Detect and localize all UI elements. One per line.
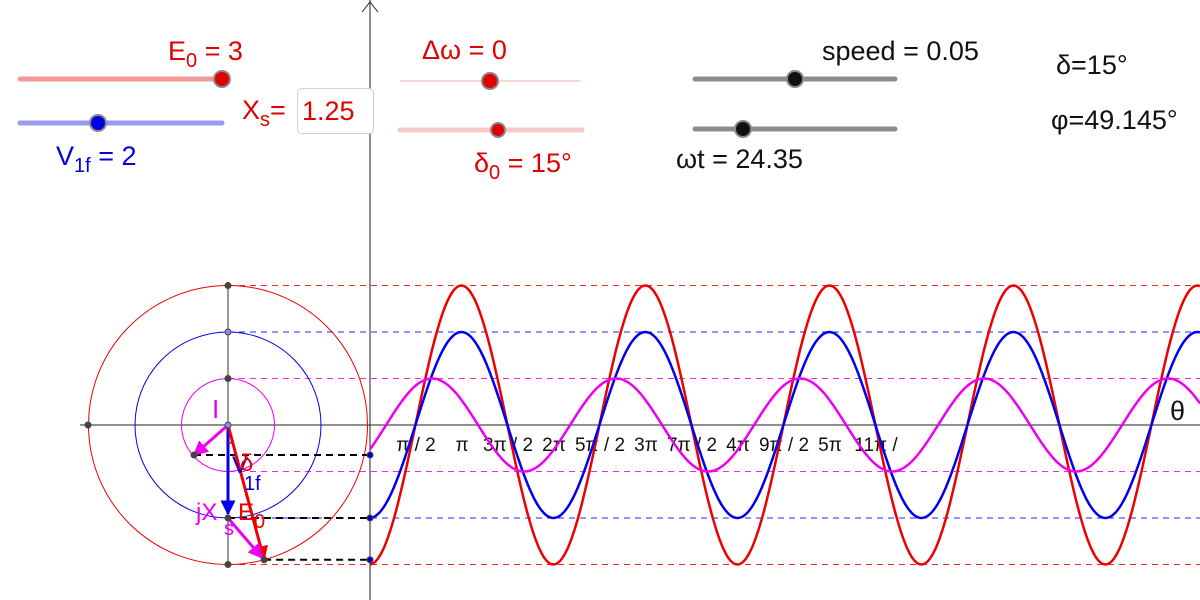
- xs-input[interactable]: [297, 88, 374, 134]
- jxs-label: jX: [195, 499, 217, 526]
- e0-phasor: [226, 424, 268, 562]
- point-i-tip: [190, 451, 198, 459]
- point-axis-v1f: [366, 514, 374, 522]
- e0-label: E: [238, 499, 254, 526]
- e0-slider[interactable]: [17, 70, 231, 88]
- delta-omega-slider-knob[interactable]: [481, 72, 499, 90]
- omega-t-slider[interactable]: [692, 120, 898, 138]
- wave-v1f: [369, 330, 1200, 520]
- tick-label: 3π: [634, 435, 658, 456]
- theta-axis-label: θ: [1170, 396, 1185, 426]
- tick-label: 11π /: [854, 435, 898, 456]
- tick-label: 5π / 2: [575, 435, 625, 456]
- speed-slider[interactable]: [692, 70, 898, 88]
- point-axis-i: [366, 451, 374, 459]
- delta-readout: δ=15°: [1056, 50, 1128, 80]
- point-e0-tip: [260, 556, 268, 564]
- point-axis-e0: [366, 556, 374, 564]
- xs-input-label: Xs=: [242, 95, 286, 131]
- tick-label: 9π / 2: [759, 435, 809, 456]
- delta0-slider-knob[interactable]: [490, 122, 506, 138]
- v1f-slider[interactable]: [17, 114, 225, 132]
- point-i-top: [224, 375, 232, 382]
- current-label: I: [212, 394, 219, 424]
- e0-sub-label: 0: [254, 511, 265, 533]
- speed-slider-knob[interactable]: [786, 70, 804, 88]
- tick-label: π / 2: [396, 435, 436, 456]
- delta-angle-label: δ: [240, 450, 253, 477]
- point-v1f-top: [224, 328, 232, 336]
- point-left: [84, 421, 92, 429]
- delta0-slider[interactable]: [397, 122, 585, 138]
- point-e0-top: [224, 282, 232, 289]
- v1f-sub-label: 1f: [244, 473, 261, 495]
- v1f-label: V: [232, 452, 248, 479]
- tick-labels: π / 2 π 3π / 2 2π 5π / 2 3π 7π / 2 4π 9π / 2 5π 11…: [396, 435, 898, 456]
- y-axis-arrow: [361, 1, 379, 13]
- v1f-slider-knob[interactable]: [89, 114, 107, 132]
- delta0-slider-label: δ0 = 15°: [474, 148, 572, 184]
- tick-label: 5π: [818, 435, 842, 456]
- e0-slider-knob[interactable]: [213, 70, 231, 88]
- wave-i: [368, 377, 1200, 473]
- current-phasor: [192, 423, 229, 457]
- delta-omega-label: Δω = 0: [422, 35, 507, 65]
- delta-angle-arc: [227, 441, 233, 444]
- point-e0-bottom: [224, 561, 232, 568]
- projection-points: [84, 282, 374, 568]
- v1f-slider-label: V1f = 2: [56, 141, 137, 177]
- phasors: [192, 423, 370, 562]
- speed-label: speed = 0.05: [822, 36, 979, 66]
- waveforms: [368, 284, 1200, 566]
- point-v1f-bottom: [224, 514, 232, 522]
- jxs-sub-label: s: [224, 518, 234, 540]
- delta-omega-slider[interactable]: [400, 72, 580, 90]
- jxs-phasor: [226, 517, 264, 559]
- phi-readout: φ=49.145°: [1051, 105, 1178, 135]
- point-origin: [224, 421, 232, 429]
- omega-t-label: ωt = 24.35: [676, 144, 803, 174]
- omega-t-slider-knob[interactable]: [734, 120, 752, 138]
- e0-slider-label: E0 = 3: [168, 36, 243, 72]
- tick-label: π: [455, 435, 468, 456]
